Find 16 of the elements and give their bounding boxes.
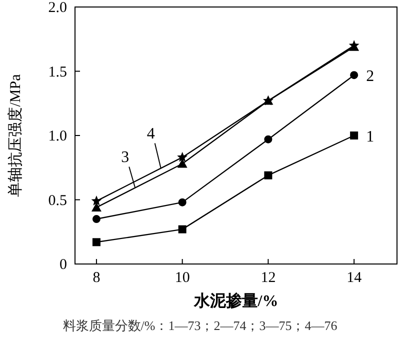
y-tick-label: 0.5	[48, 192, 67, 209]
x-tick-label: 14	[346, 270, 362, 286]
text: 料浆质量分数/%：1—73；2—74；3—75；4—76	[62, 318, 338, 333]
legend-label: 3	[121, 148, 130, 166]
series-label: 2	[366, 68, 374, 86]
y-axis-title: 单轴抗压强度/MPa	[7, 74, 24, 197]
y-tick-label: 1.5	[48, 64, 67, 80]
x-tick-label: 10	[174, 270, 190, 286]
y-tick-label: 2.0	[48, 0, 67, 16]
y-tick-label: 0	[60, 257, 67, 273]
x-tick-label: 8	[92, 270, 100, 286]
x-axis-title: 水泥掺量/%	[192, 292, 278, 310]
x-tick-label: 12	[260, 270, 276, 286]
series-label: 4	[146, 125, 155, 142]
series-label: 1	[366, 128, 374, 146]
y-tick-label: 1.0	[48, 128, 67, 144]
